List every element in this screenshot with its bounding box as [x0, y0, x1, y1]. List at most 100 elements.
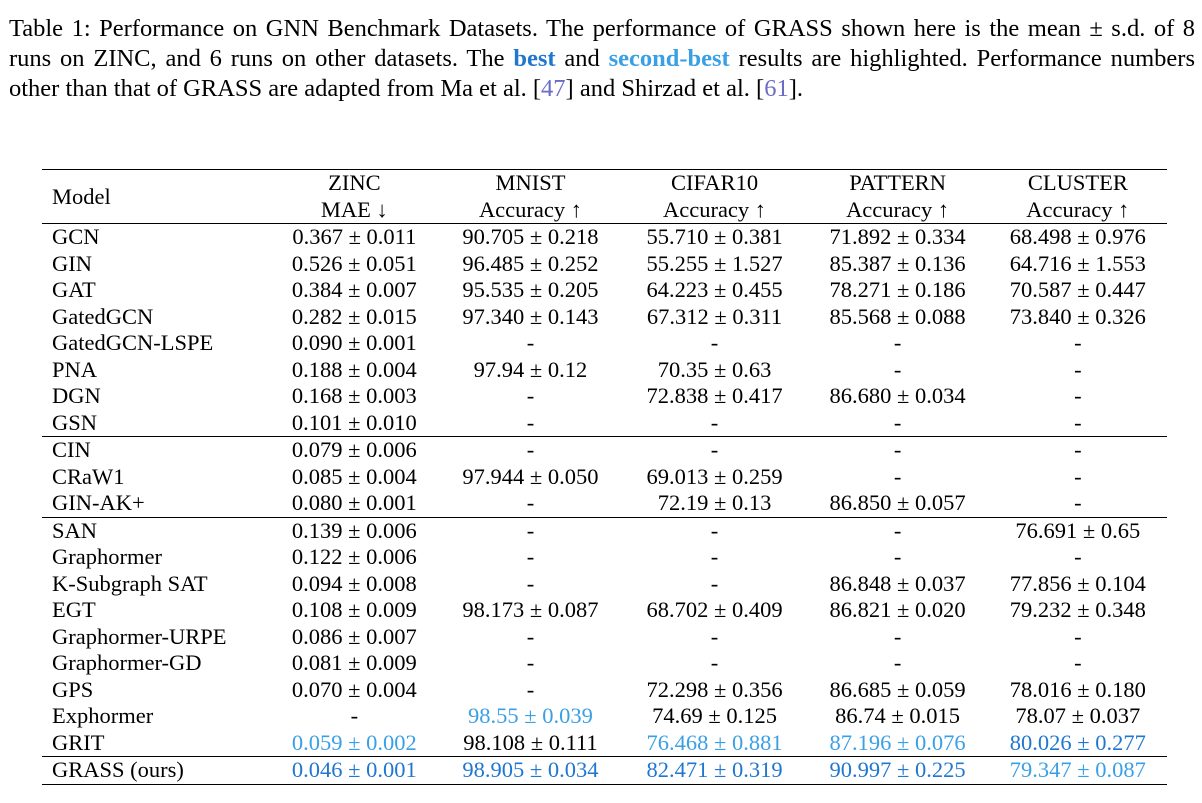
header-dataset-cifar10: CIFAR10 [622, 169, 807, 197]
caption-text-2: results are highlighted. Performance num… [9, 45, 1196, 102]
header-metric-zinc: MAE ↓ [270, 196, 439, 224]
table-row: EGT 0.108 ± 0.009 98.173 ± 0.087 68.702 ± 0… [42, 597, 1167, 624]
value-cell-cifar10: 67.312 ± 0.311 [646, 303, 783, 329]
value-cell-pattern: 86.685 ± 0.059 [829, 676, 966, 702]
table-row: Exphormer - 98.55 ± 0.039 74.69 ± 0.125 86.7… [42, 703, 1167, 730]
value-cell-cifar10: 55.255 ± 1.527 [646, 250, 783, 276]
value-cell-zinc: 0.367 ± 0.011 [292, 224, 417, 250]
value-cell-pattern: - [893, 650, 902, 676]
header-dataset-zinc: ZINC [270, 169, 439, 197]
value-cell-zinc: 0.139 ± 0.006 [270, 516, 439, 544]
value-cell-pattern: - [893, 409, 902, 435]
model-name-cell: GatedGCN [52, 303, 154, 329]
table-row: SAN 0.139 ± 0.006- - -76.691 ± 0.65 [42, 516, 1167, 544]
value-cell-pattern: - [893, 356, 902, 382]
value-cell-cifar10: - [710, 409, 719, 435]
table-row: GSN 0.101 ± 0.010 - - - - [42, 410, 1167, 437]
caption-text-and: and [555, 45, 609, 72]
value-cell-pattern: - [893, 330, 902, 356]
value-cell-cluster: - [1074, 383, 1082, 409]
model-name-cell: GCN [52, 224, 100, 250]
value-cell-cluster: - [1074, 490, 1082, 516]
header-dataset-mnist: MNIST [438, 169, 623, 197]
value-cell-cifar10: 74.69 ± 0.125 [652, 703, 777, 729]
value-cell-cifar10: 72.838 ± 0.417 [646, 383, 783, 409]
value-cell-mnist: - [438, 436, 623, 464]
value-cell-cifar10: - [710, 623, 719, 649]
value-cell-cifar10: - [710, 544, 719, 570]
value-cell-mnist: - [438, 516, 623, 544]
value-cell-cluster: 79.232 ± 0.348 [1009, 597, 1146, 623]
header-metric-cifar10: Accuracy ↑ [622, 196, 807, 224]
value-cell-zinc: 0.046 ± 0.001 [270, 756, 439, 785]
value-cell-pattern: 86.821 ± 0.020 [829, 597, 966, 623]
value-cell-cifar10: 55.710 ± 0.381 [646, 224, 783, 250]
value-cell-cluster: 78.07 ± 0.037 [1015, 703, 1141, 729]
value-cell-zinc: 0.384 ± 0.007 [291, 277, 417, 303]
value-cell-cifar10: 68.702 ± 0.409 [646, 597, 783, 623]
value-cell-mnist: 95.535 ± 0.205 [462, 277, 599, 303]
value-cell-cluster: 68.498 ± 0.976 [1009, 224, 1146, 250]
value-cell-mnist: 96.485 ± 0.252 [462, 250, 599, 276]
value-cell-mnist: 98.905 ± 0.034 [438, 756, 623, 785]
caption-second-best-label: second-best [608, 45, 730, 72]
value-cell-pattern: 86.850 ± 0.057 [829, 490, 966, 516]
value-cell-cluster: - [1074, 463, 1082, 489]
table-row: GIN 0.526 ± 0.051 96.485 ± 0.252 55.255 ± 1… [42, 251, 1167, 278]
value-cell-cifar10: - [710, 570, 719, 596]
value-cell-mnist: 97.944 ± 0.050 [462, 463, 599, 489]
value-cell-zinc: 0.070 ± 0.004 [291, 676, 417, 702]
value-cell-zinc: 0.188 ± 0.004 [291, 356, 417, 382]
value-cell-mnist: 90.705 ± 0.218 [462, 224, 599, 250]
table-row: GCN 0.367 ± 0.011 90.705 ± 0.218 55.710 ± 0… [42, 224, 1167, 251]
value-cell-cifar10: - [622, 436, 807, 464]
model-name-cell: GRIT [52, 729, 105, 755]
model-name-cell: Graphormer [52, 544, 162, 570]
value-cell-mnist: 98.173 ± 0.087 [462, 597, 599, 623]
value-cell-mnist: 98.108 ± 0.111 [463, 729, 598, 755]
table-row: GAT 0.384 ± 0.007 95.535 ± 0.205 64.223 ± 0… [42, 277, 1167, 304]
value-cell-cifar10: 82.471 ± 0.319 [622, 756, 807, 785]
value-cell-cluster: 64.716 ± 1.553 [1009, 250, 1146, 276]
value-cell-mnist: 97.340 ± 0.143 [462, 303, 599, 329]
value-cell-zinc: 0.086 ± 0.007 [291, 623, 417, 649]
value-cell-pattern: - [893, 623, 902, 649]
value-cell-cluster: - [1074, 330, 1082, 356]
value-cell-mnist: - [526, 409, 535, 435]
model-name-cell: GIN-AK+ [52, 490, 145, 516]
table-row: GIN-AK+ 0.080 ± 0.001 - 72.19 ± 0.13 86.850 … [42, 490, 1167, 517]
value-cell-cluster: - [1074, 650, 1082, 676]
value-cell-cluster: 70.587 ± 0.447 [1009, 277, 1146, 303]
value-cell-pattern: - [893, 463, 902, 489]
header-model: Model [42, 169, 271, 224]
model-name-cell: K-Subgraph SAT [52, 570, 208, 596]
value-cell-pattern: 85.568 ± 0.088 [829, 303, 966, 329]
value-cell-cluster: - [1074, 409, 1082, 435]
citation-link-47[interactable]: 47 [541, 75, 566, 102]
table-row: CRaW1 0.085 ± 0.004 97.944 ± 0.050 69.013 ±… [42, 464, 1167, 491]
table-row: GRIT 0.059 ± 0.002 98.108 ± 0.111 76.468 ± … [42, 730, 1167, 757]
value-cell-cluster: 78.016 ± 0.180 [1009, 676, 1146, 702]
model-name-cell: Exphormer [52, 703, 154, 729]
table-row: PNA 0.188 ± 0.004 97.94 ± 0.12 70.35 ± 0.63… [42, 357, 1167, 384]
value-cell-mnist: - [526, 544, 535, 570]
value-cell-zinc: 0.081 ± 0.009 [291, 650, 417, 676]
table-row: GatedGCN 0.282 ± 0.015 97.340 ± 0.143 67.31… [42, 304, 1167, 331]
header-metric-cluster: Accuracy ↑ [988, 196, 1167, 224]
value-cell-zinc: 0.090 ± 0.001 [291, 330, 417, 356]
model-name-cell: DGN [52, 383, 101, 409]
value-cell-zinc: 0.108 ± 0.009 [291, 597, 417, 623]
caption-best-label: best [513, 45, 556, 72]
model-name-cell: PNA [52, 356, 98, 382]
table-row: GPS 0.070 ± 0.004 - 72.298 ± 0.356 86.685 ± … [42, 677, 1167, 704]
model-name-cell: Graphormer-GD [52, 650, 202, 676]
citation-link-61[interactable]: 61 [764, 75, 789, 102]
value-cell-zinc: 0.080 ± 0.001 [291, 490, 417, 516]
model-name-cell: EGT [52, 597, 96, 623]
value-cell-mnist: - [526, 676, 535, 702]
value-cell-mnist: - [526, 330, 535, 356]
value-cell-pattern: - [893, 544, 902, 570]
model-name-cell: CRaW1 [52, 463, 125, 489]
value-cell-mnist: 97.94 ± 0.12 [473, 356, 588, 382]
value-cell-pattern: 86.74 ± 0.015 [835, 703, 961, 729]
